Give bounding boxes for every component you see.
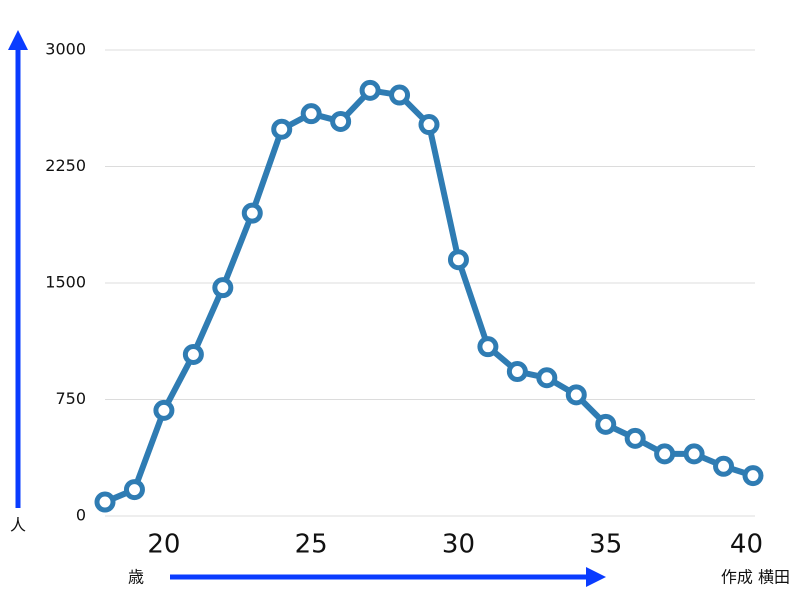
- marker: [506, 361, 528, 383]
- marker: [536, 367, 558, 389]
- marker: [654, 443, 676, 465]
- marker: [300, 103, 322, 125]
- x-tick-label: 20: [147, 530, 180, 560]
- x-tick-label: 30: [442, 530, 475, 560]
- line: [103, 87, 754, 505]
- y-axis-label: 人: [10, 516, 26, 535]
- y-tick-label: 750: [55, 389, 86, 408]
- x-tick-label: 25: [295, 530, 328, 560]
- marker: [94, 491, 116, 513]
- x-axis-label: 歳: [128, 568, 144, 587]
- marker: [477, 336, 499, 358]
- marker: [742, 465, 764, 487]
- marker: [271, 118, 293, 140]
- credit: 作成 横田: [721, 568, 790, 587]
- marker: [565, 384, 587, 406]
- marker: [153, 399, 175, 421]
- y-tick-label: 0: [76, 506, 86, 525]
- x-tick-label: 40: [730, 530, 763, 560]
- marker: [389, 84, 411, 106]
- marker: [182, 343, 204, 365]
- marker: [123, 479, 145, 501]
- marker: [330, 110, 352, 132]
- y-tick-label: 1500: [45, 273, 86, 292]
- marker: [624, 427, 646, 449]
- marker: [418, 114, 440, 136]
- x-tick-label: 35: [589, 530, 622, 560]
- marker: [683, 443, 705, 465]
- marker: [241, 202, 263, 224]
- y-tick-label: 3000: [45, 40, 86, 59]
- marker: [212, 277, 234, 299]
- marker: [359, 79, 381, 101]
- y-tick-label: 2250: [45, 156, 86, 175]
- marker: [447, 249, 469, 271]
- marker: [595, 413, 617, 435]
- marker: [713, 455, 735, 477]
